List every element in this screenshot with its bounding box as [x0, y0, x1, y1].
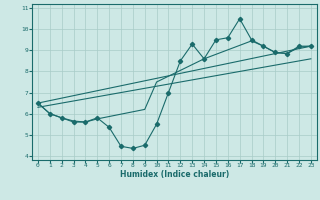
X-axis label: Humidex (Indice chaleur): Humidex (Indice chaleur)	[120, 170, 229, 179]
